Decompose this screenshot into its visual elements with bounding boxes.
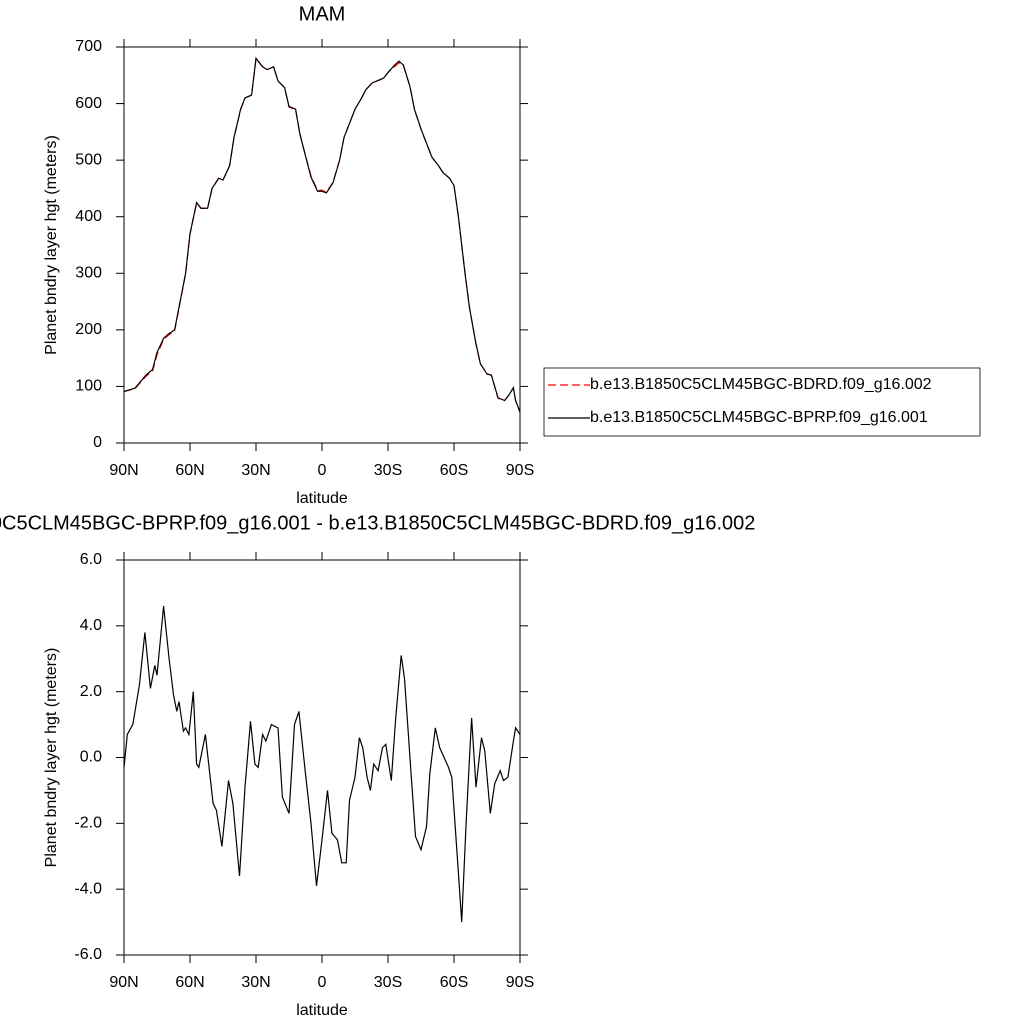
y-tick-label: -2.0 (74, 815, 102, 832)
x-tick-label: 90S (506, 462, 534, 479)
x-axis-label: latitude (296, 490, 348, 507)
y-tick-label: 0 (93, 434, 102, 451)
x-tick-label: 90N (109, 974, 138, 991)
x-tick-label: 30N (241, 462, 270, 479)
x-tick-label: 90N (109, 462, 138, 479)
x-tick-label: 0 (318, 462, 327, 479)
y-tick-label: -6.0 (74, 946, 102, 963)
y-tick-label: 200 (75, 321, 102, 338)
legend-label: b.e13.B1850C5CLM45BGC-BPRP.f09_g16.001 (590, 409, 928, 426)
x-tick-label: 60S (440, 462, 468, 479)
x-tick-label: 60N (175, 462, 204, 479)
y-tick-label: 500 (75, 151, 102, 168)
legend-label: b.e13.B1850C5CLM45BGC-BDRD.f09_g16.002 (590, 376, 932, 393)
y-tick-label: 400 (75, 208, 102, 225)
series-line (123, 56, 521, 413)
legend-box (543, 367, 981, 437)
y-tick-label: 300 (75, 265, 102, 282)
y-tick-label: 100 (75, 378, 102, 395)
y-tick-label: 600 (75, 95, 102, 112)
x-tick-label: 60N (175, 974, 204, 991)
y-tick-label: 0.0 (80, 749, 102, 766)
x-axis-label: latitude (296, 1002, 348, 1019)
y-axis-label: Planet bndry layer hgt (meters) (43, 135, 60, 355)
x-tick-label: 60S (440, 974, 468, 991)
x-tick-label: 90S (506, 974, 534, 991)
y-tick-label: 4.0 (80, 617, 102, 634)
x-tick-label: 30S (374, 462, 402, 479)
plot-frame (123, 559, 521, 956)
x-tick-label: 30S (374, 974, 402, 991)
y-tick-label: -4.0 (74, 880, 102, 897)
series-line (123, 606, 521, 923)
x-tick-label: 30N (241, 974, 270, 991)
y-axis-label: Planet bndry layer hgt (meters) (43, 648, 60, 868)
y-tick-label: 700 (75, 38, 102, 55)
x-tick-label: 0 (318, 974, 327, 991)
y-tick-label: 2.0 (80, 683, 102, 700)
chart-title: MAM (299, 3, 346, 25)
plot-frame (123, 46, 521, 444)
chart-title: b.e13.B1850C5CLM45BGC-BPRP.f09_g16.001 -… (0, 512, 755, 534)
y-tick-label: 6.0 (80, 551, 102, 568)
